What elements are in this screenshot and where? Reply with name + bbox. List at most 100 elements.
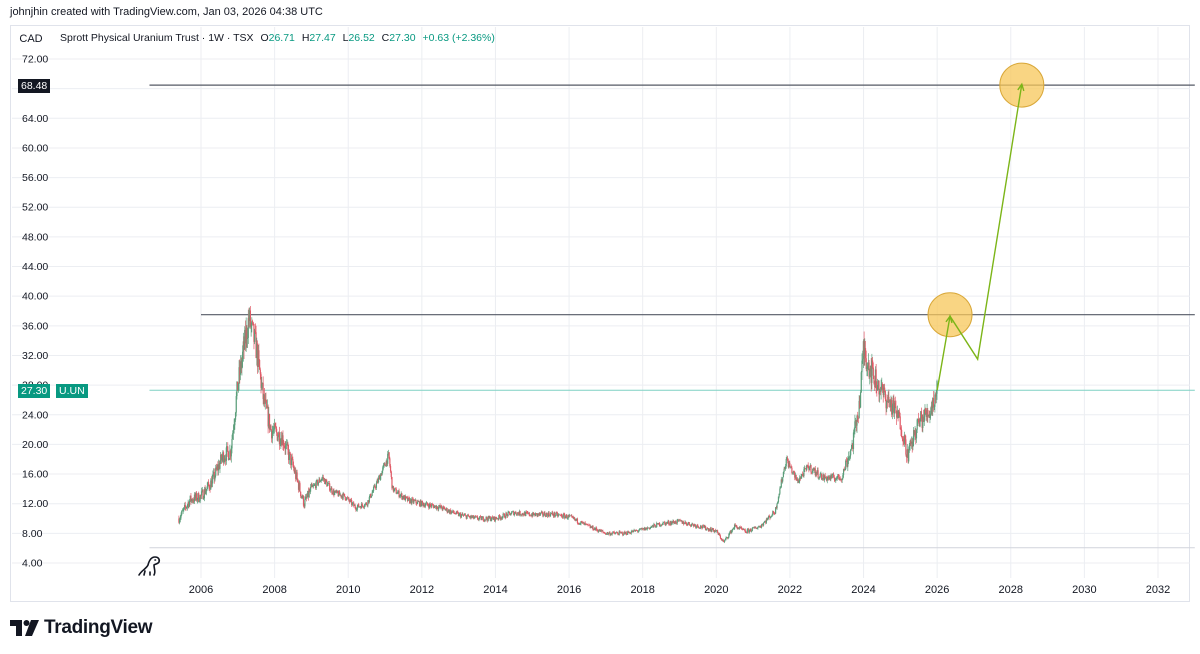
- x-tick-label: 2006: [189, 584, 213, 596]
- candle-body: [338, 491, 341, 495]
- candle-body: [932, 397, 934, 409]
- candle-body: [613, 532, 615, 534]
- candle-body: [623, 531, 625, 535]
- candle-body: [403, 495, 405, 499]
- candle-body: [389, 466, 392, 472]
- candle-body: [443, 506, 445, 508]
- candle-body: [460, 513, 462, 518]
- candle-body: [557, 512, 559, 517]
- candle-body: [424, 505, 426, 507]
- candle-body: [283, 445, 285, 447]
- candle-body: [497, 518, 499, 520]
- candle-body: [558, 514, 560, 516]
- candle-body: [454, 513, 456, 514]
- candle-body: [680, 520, 683, 522]
- candle-body: [723, 540, 725, 542]
- candle-body: [836, 476, 838, 479]
- candle-body: [677, 519, 679, 521]
- candle-body: [758, 526, 760, 527]
- candle-body: [633, 529, 635, 531]
- candle-body: [760, 527, 762, 528]
- candle-body: [254, 330, 256, 342]
- candle-body: [714, 530, 717, 532]
- x-tick-label: 2028: [999, 584, 1023, 596]
- candle-body: [256, 343, 258, 359]
- candle-body: [629, 532, 631, 534]
- candle-body: [252, 322, 254, 324]
- candle-body: [498, 515, 500, 520]
- chart-panel[interactable]: [10, 25, 1190, 602]
- candle-body: [220, 454, 222, 461]
- candle-body: [434, 505, 436, 507]
- candle-body: [394, 488, 396, 490]
- candle-body: [341, 495, 344, 499]
- candle-body: [410, 499, 412, 504]
- candle-body: [234, 412, 237, 420]
- candle-body: [425, 503, 427, 506]
- candle-body: [529, 515, 531, 517]
- candle-body: [513, 513, 516, 516]
- candle-body: [600, 530, 603, 532]
- candle-body: [365, 502, 367, 504]
- candle-body: [925, 408, 927, 414]
- candle-body: [334, 492, 336, 495]
- candle-body: [556, 512, 558, 514]
- candle-body: [431, 504, 433, 506]
- candle-body: [469, 516, 471, 518]
- candle-body: [305, 496, 307, 500]
- candle-body: [348, 500, 351, 502]
- candle-body: [823, 474, 825, 481]
- candle-body: [530, 515, 532, 517]
- candle-body: [363, 506, 365, 508]
- candle-body: [735, 525, 737, 526]
- candle-body: [426, 502, 428, 504]
- candle-body: [183, 507, 185, 510]
- candle-body: [644, 527, 646, 531]
- candle-body: [482, 516, 484, 521]
- candle-body: [862, 341, 864, 359]
- candle-body: [847, 460, 849, 467]
- candle-body: [896, 412, 898, 418]
- candle-body: [833, 474, 835, 478]
- candle-body: [807, 465, 809, 468]
- candle-body: [362, 505, 364, 507]
- candle-body: [643, 528, 645, 531]
- y-tick-label: 36.00: [22, 320, 48, 332]
- candle-body: [208, 485, 210, 489]
- candle-body: [821, 478, 823, 480]
- candle-body: [315, 480, 317, 489]
- candle-body: [895, 406, 897, 413]
- symbol-description[interactable]: Sprott Physical Uranium Trust · 1W · TSX: [60, 32, 254, 44]
- candle-body: [343, 493, 345, 495]
- candle-body: [716, 530, 718, 531]
- candle-body: [412, 498, 414, 503]
- candle-body: [187, 502, 189, 505]
- candle-body: [217, 464, 220, 471]
- candle-body: [566, 518, 569, 519]
- candle-body: [506, 514, 508, 517]
- candle-body: [718, 533, 720, 535]
- candle-body: [249, 310, 251, 321]
- candle-body: [455, 513, 457, 515]
- candle-body: [588, 525, 590, 526]
- candle-body: [512, 511, 514, 512]
- x-tick-label: 2024: [851, 584, 875, 596]
- candle-body: [610, 533, 613, 535]
- y-tick-label: 8.00: [22, 528, 43, 540]
- candle-body: [430, 505, 432, 507]
- candle-body: [680, 520, 682, 522]
- candle-body: [513, 511, 515, 516]
- candle-body: [640, 528, 642, 530]
- currency-badge[interactable]: CAD: [19, 33, 43, 45]
- candle-body: [259, 369, 261, 375]
- candle-body: [777, 501, 779, 504]
- candle-body: [506, 513, 508, 515]
- candle-body: [325, 479, 327, 482]
- candle-body: [626, 534, 628, 535]
- candle-body: [770, 516, 772, 519]
- candle-body: [607, 533, 610, 535]
- candle-body: [669, 522, 671, 525]
- x-tick-label: 2012: [410, 584, 434, 596]
- candle-body: [471, 516, 473, 518]
